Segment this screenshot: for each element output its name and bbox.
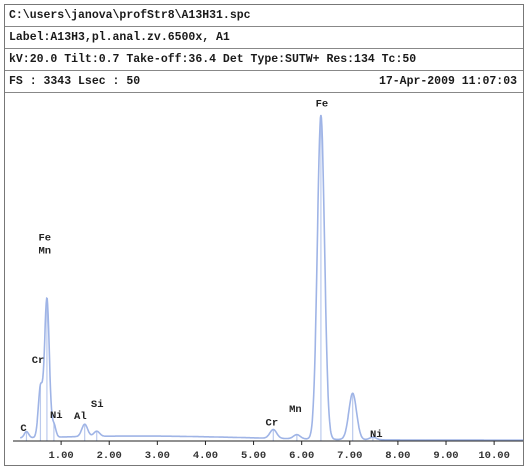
x-tick-label: 6.00 — [289, 450, 314, 462]
x-tick-label: 8.00 — [385, 450, 410, 462]
acquisition-params: kV:20.0 Tilt:0.7 Take-off:36.4 Det Type:… — [5, 49, 523, 71]
peak-label-mn: Mn — [38, 246, 51, 258]
acquisition-datetime: 17-Apr-2009 11:07:03 — [378, 75, 517, 88]
peak-label-ni: Ni — [50, 410, 63, 422]
x-tick-label: 4.00 — [193, 450, 218, 462]
peak-label-c: C — [20, 423, 27, 435]
x-tick-label: 9.00 — [433, 450, 458, 462]
x-tick-label: 2.00 — [97, 450, 122, 462]
peak-label-fe: Fe — [38, 232, 51, 244]
x-tick-label: 7.00 — [337, 450, 362, 462]
peak-label-ni: Ni — [370, 429, 383, 441]
spectrum-line — [20, 114, 523, 441]
x-tick-label: 1.00 — [49, 450, 74, 462]
peak-label-si: Si — [91, 399, 104, 411]
peak-label-al: Al — [74, 411, 87, 423]
x-tick-label: 5.00 — [241, 450, 266, 462]
x-tick-label: 3.00 — [145, 450, 170, 462]
peak-label-cr: Cr — [266, 418, 279, 430]
spectrum-label: Label:A13H3,pl.anal.zv.6500x, A1 — [5, 27, 523, 49]
peak-label-mn: Mn — [289, 404, 302, 416]
spectrum-chart: 1.00 2.00 3.00 4.00 5.00 6.00 7.00 8.00 9.00 10.0… — [13, 99, 523, 462]
peak-label-fe: Fe — [316, 99, 329, 111]
file-path: C:\users\janova\profStr8\A13H31.spc — [5, 5, 523, 27]
spectrum-window: C:\users\janova\profStr8\A13H31.spc Labe… — [4, 4, 524, 466]
full-scale-lsec: FS : 3343 Lsec : 50 — [9, 75, 141, 88]
peak-label-cr: Cr — [32, 355, 45, 367]
x-tick-label: 10.00 — [478, 450, 510, 462]
scale-row: FS : 3343 Lsec : 50 17-Apr-2009 11:07:03 — [5, 71, 523, 93]
